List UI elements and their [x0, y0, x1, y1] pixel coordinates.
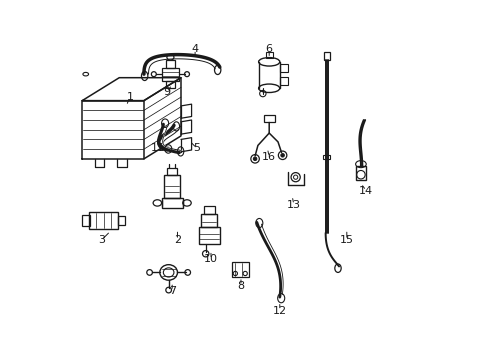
Bar	[231, 262, 249, 277]
Bar	[263, 116, 274, 122]
Bar	[166, 60, 174, 68]
Text: 16: 16	[262, 152, 276, 162]
Bar	[265, 52, 272, 58]
Bar	[164, 175, 180, 198]
Text: 12: 12	[272, 306, 286, 315]
Text: 8: 8	[237, 281, 244, 291]
Text: 5: 5	[193, 143, 200, 153]
Text: 14: 14	[358, 186, 372, 195]
Bar	[82, 215, 90, 226]
Text: 13: 13	[286, 200, 300, 210]
Bar	[279, 77, 287, 85]
Ellipse shape	[253, 157, 256, 161]
Text: 11: 11	[151, 143, 165, 153]
Bar	[201, 214, 217, 227]
Text: 15: 15	[339, 235, 353, 245]
Bar	[324, 52, 329, 60]
Bar	[322, 154, 329, 159]
Text: 6: 6	[265, 45, 272, 54]
Bar	[161, 68, 179, 81]
Bar	[203, 206, 214, 214]
Bar	[167, 168, 177, 175]
Bar	[161, 198, 183, 208]
Bar	[166, 81, 174, 88]
Bar	[355, 166, 366, 180]
Bar	[279, 64, 287, 72]
Text: 10: 10	[203, 255, 218, 264]
Text: 3: 3	[98, 235, 105, 245]
Bar	[118, 216, 124, 225]
Text: 2: 2	[174, 235, 181, 245]
Bar	[89, 212, 118, 229]
Bar	[198, 227, 219, 244]
Text: 1: 1	[126, 92, 133, 102]
Text: 7: 7	[168, 286, 175, 296]
Text: 9: 9	[163, 87, 170, 97]
Text: 4: 4	[191, 45, 198, 54]
Ellipse shape	[280, 154, 284, 157]
